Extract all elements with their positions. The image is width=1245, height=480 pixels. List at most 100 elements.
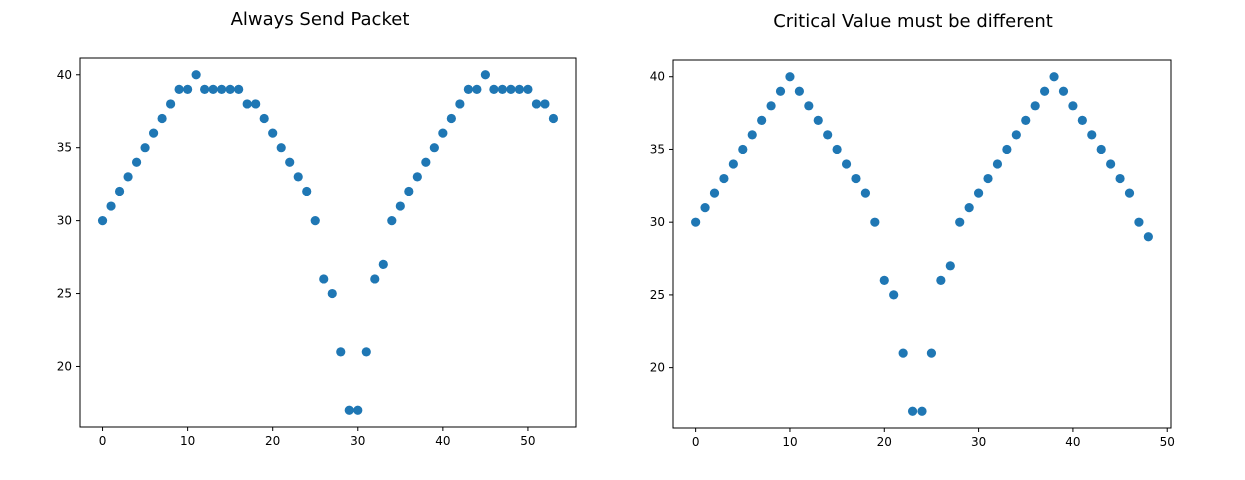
data-point — [131, 157, 142, 167]
data-point — [766, 101, 776, 111]
data-point — [1011, 130, 1021, 140]
axes-frame — [79, 57, 577, 428]
data-point — [166, 99, 176, 109]
data-point — [97, 216, 108, 226]
data-point — [747, 130, 757, 140]
data-point — [870, 217, 880, 227]
data-point — [200, 84, 210, 94]
data-point — [114, 186, 125, 197]
data-point — [719, 173, 729, 184]
axes-frame — [672, 59, 1172, 429]
data-point — [395, 201, 405, 211]
data-point — [285, 157, 295, 167]
data-point — [1068, 101, 1078, 111]
data-point — [183, 84, 193, 94]
data-point — [700, 203, 710, 213]
y-axis: 20 25 30 35 40 — [650, 70, 673, 375]
chart-title: Critical Value must be different — [773, 11, 1053, 32]
data-point — [992, 159, 1003, 169]
data-point — [548, 113, 559, 124]
data-point — [898, 348, 908, 358]
data-point — [251, 99, 261, 109]
data-point — [973, 188, 984, 198]
x-tick-label: 50 — [520, 434, 535, 448]
data-point — [1030, 101, 1040, 111]
data-point — [123, 172, 133, 182]
data-point — [378, 259, 388, 269]
y-tick-label: 35 — [57, 141, 72, 155]
data-point — [841, 159, 852, 169]
data-point — [1049, 72, 1059, 82]
data-point — [907, 406, 918, 416]
data-point — [174, 84, 184, 94]
data-point — [353, 405, 363, 415]
x-tick-label: 30 — [350, 434, 365, 448]
data-point — [785, 72, 795, 82]
data-point — [387, 216, 397, 226]
y-tick-label: 40 — [57, 68, 72, 82]
y-tick-label: 35 — [650, 142, 665, 156]
chart-title: Always Send Packet — [231, 9, 410, 30]
data-point — [514, 84, 525, 94]
y-tick-label: 25 — [650, 288, 665, 302]
data-point — [531, 99, 542, 109]
data-point — [1021, 115, 1031, 125]
data-point — [361, 347, 371, 357]
data-point — [404, 186, 414, 197]
data-point — [208, 84, 218, 94]
data-point — [1058, 86, 1069, 96]
data-point — [1002, 144, 1012, 155]
data-point — [480, 70, 490, 80]
data-point — [1096, 144, 1106, 155]
y-tick-label: 30 — [650, 215, 665, 229]
x-tick-label: 0 — [99, 434, 107, 448]
data-point — [983, 173, 993, 184]
data-point — [879, 275, 889, 285]
data-point — [327, 288, 337, 299]
data-point — [936, 275, 946, 285]
data-point — [889, 290, 899, 300]
data-point — [540, 99, 550, 109]
data-point — [429, 143, 439, 153]
data-point — [506, 84, 516, 94]
data-point — [293, 172, 303, 182]
data-point — [955, 217, 965, 227]
data-point — [691, 217, 701, 227]
y-tick-label: 30 — [57, 214, 72, 228]
data-point — [157, 113, 167, 124]
data-point — [775, 86, 786, 96]
data-point — [106, 201, 116, 211]
x-tick-label: 20 — [265, 434, 280, 448]
x-tick-label: 0 — [692, 435, 700, 449]
data-point — [489, 84, 499, 94]
data-point — [1115, 173, 1125, 184]
y-tick-label: 20 — [57, 359, 72, 373]
data-point — [310, 216, 320, 226]
data-point — [757, 115, 767, 125]
data-point — [242, 99, 252, 109]
data-point — [455, 99, 465, 109]
data-point — [421, 157, 431, 167]
chart-always-send-packet: Always Send Packet 0 10 20 30 40 50 20 25 30 35 4… — [57, 9, 577, 448]
x-axis: 0 10 20 30 40 50 — [692, 428, 1175, 449]
data-point — [370, 274, 380, 284]
data-point — [1040, 86, 1050, 96]
plot-area — [97, 70, 559, 415]
data-point — [302, 186, 312, 197]
x-tick-label: 40 — [435, 434, 450, 448]
data-point — [336, 347, 346, 357]
data-point — [860, 188, 871, 198]
data-point — [851, 173, 861, 184]
data-point — [1134, 217, 1144, 227]
data-point — [438, 128, 448, 138]
data-point — [1143, 232, 1153, 242]
chart-critical-value: Critical Value must be different 0 10 20 30… — [650, 11, 1175, 449]
y-tick-label: 25 — [57, 287, 72, 301]
data-point — [217, 84, 227, 94]
data-point — [140, 143, 150, 153]
x-tick-label: 50 — [1160, 435, 1175, 449]
data-point — [472, 84, 482, 94]
y-tick-label: 40 — [650, 70, 665, 84]
